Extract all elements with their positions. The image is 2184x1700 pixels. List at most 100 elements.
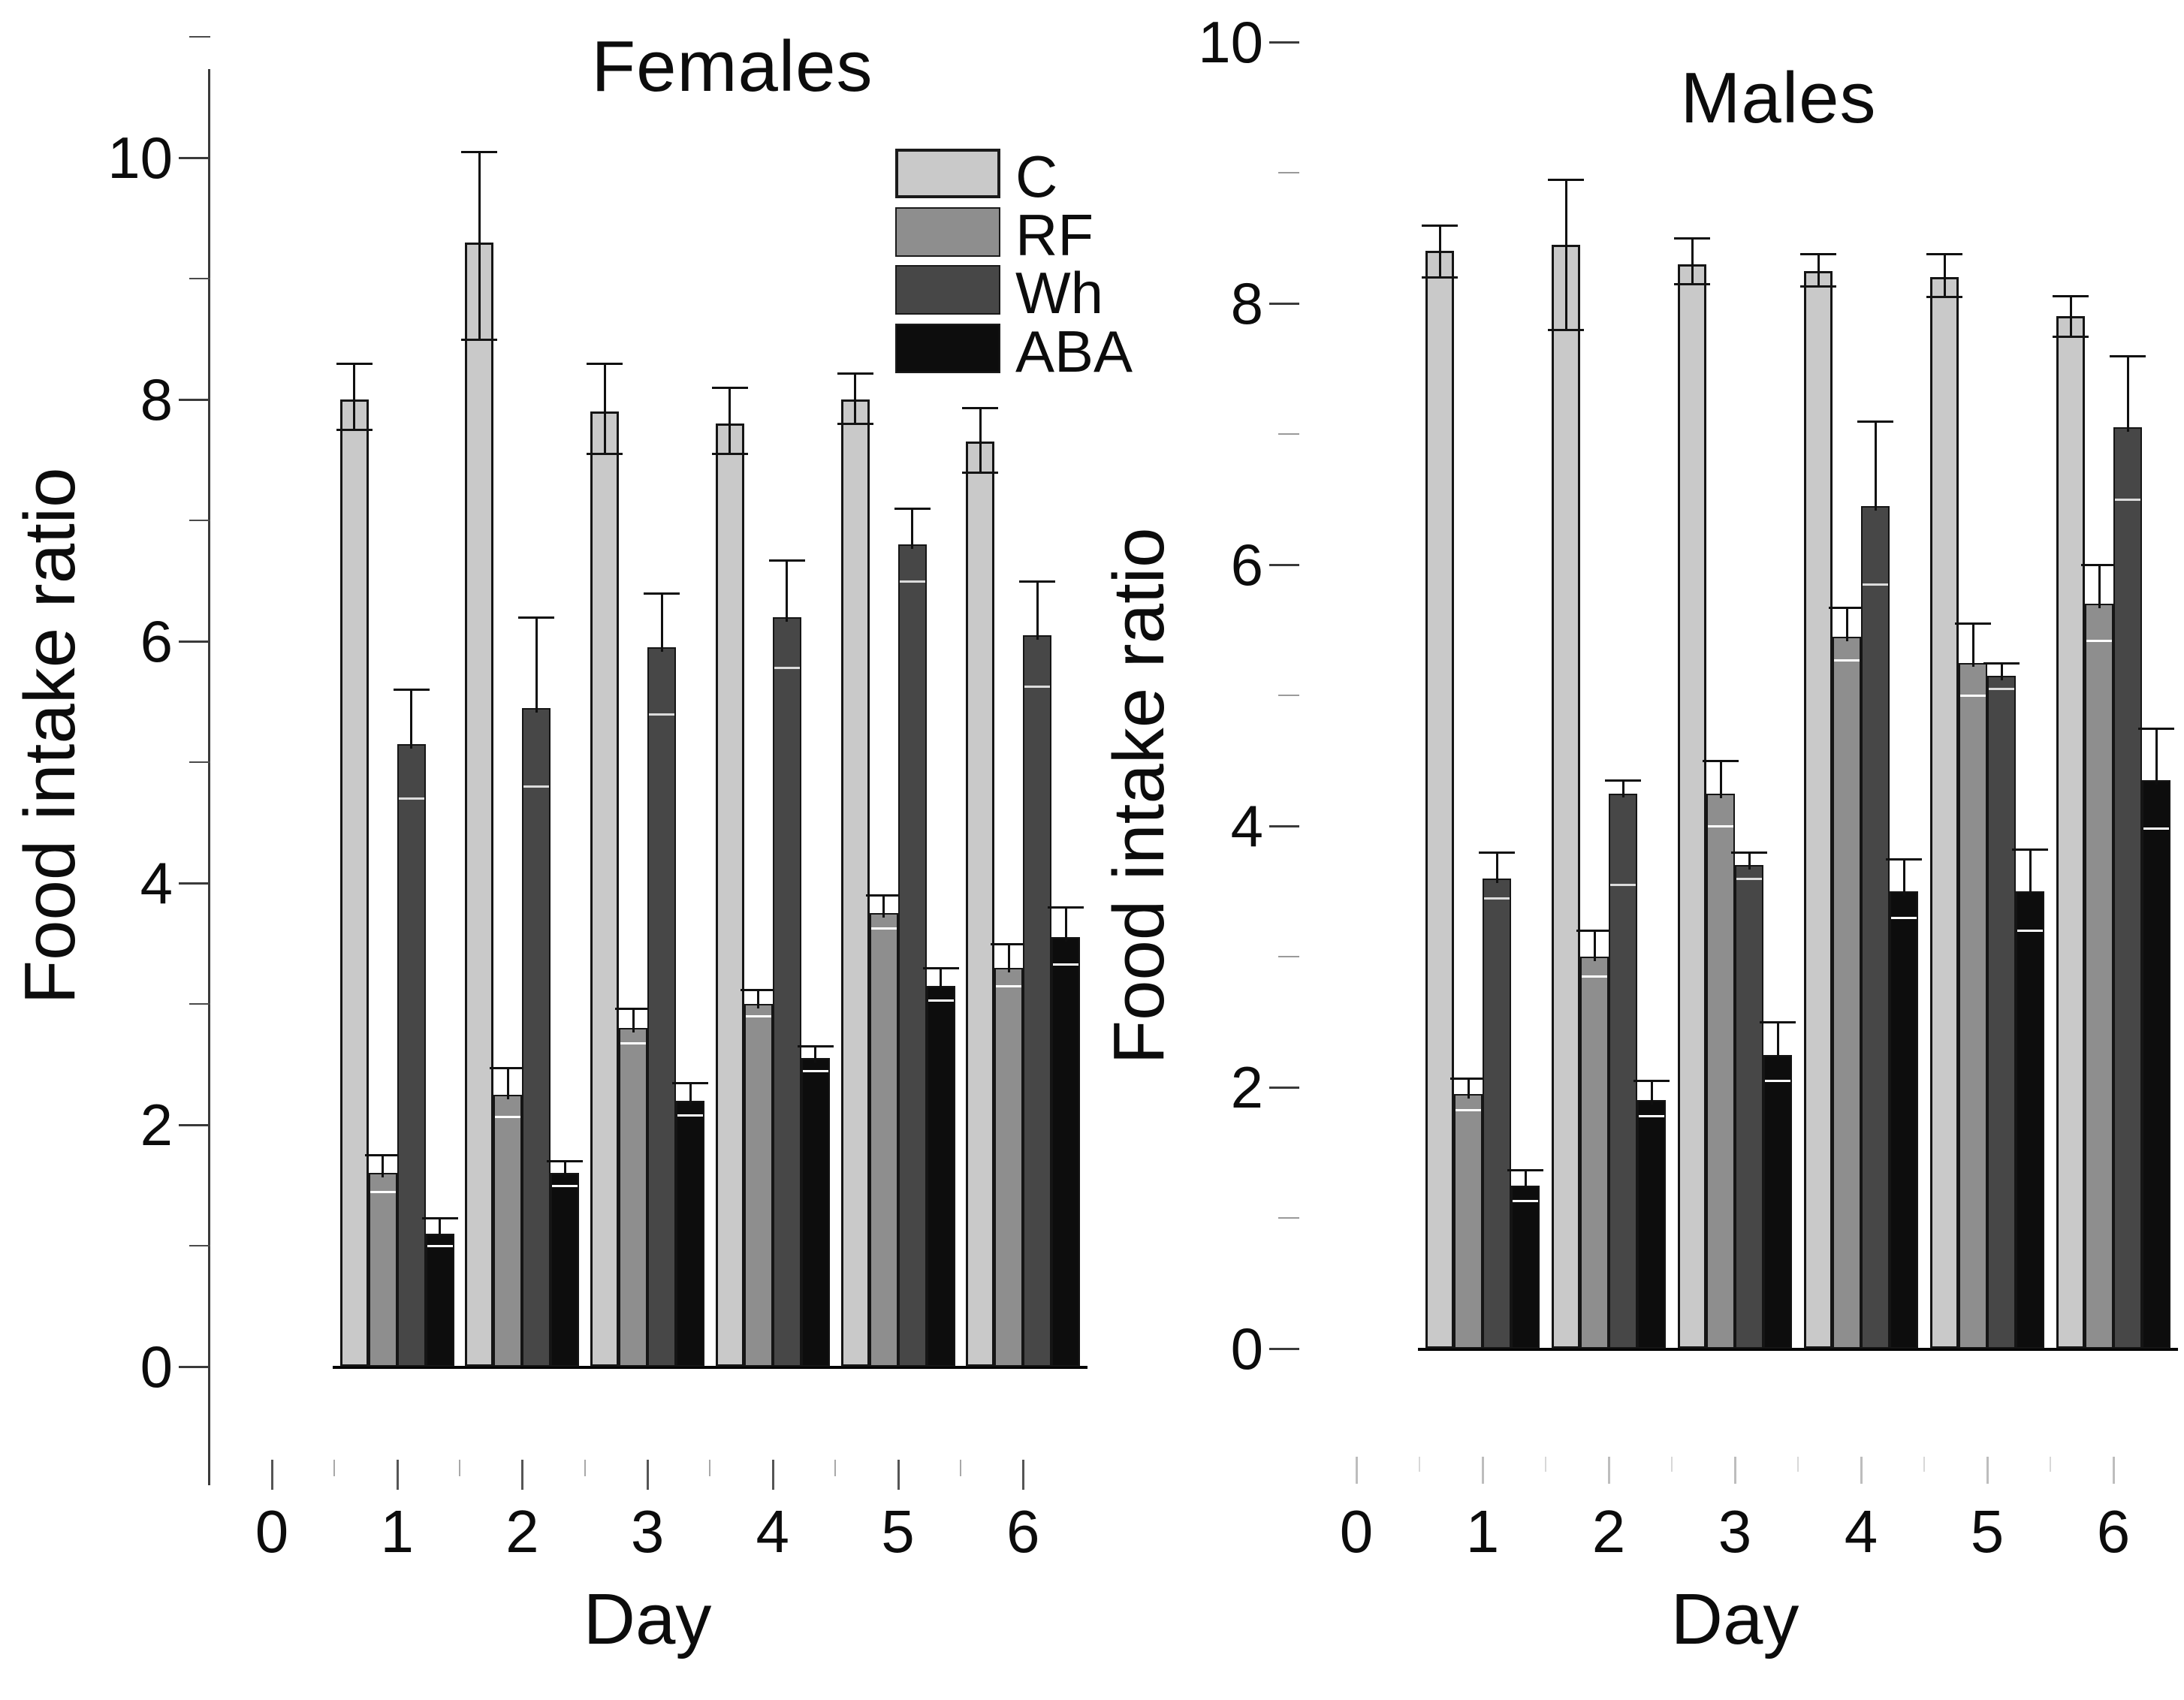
error-bar-cap-top — [1760, 1021, 1796, 1023]
y-tick-label: 10 — [1198, 9, 1263, 75]
x-tick — [1482, 1457, 1484, 1484]
x-minor-tick — [333, 1460, 336, 1476]
error-bar-cap-bottom — [495, 1115, 521, 1118]
x-minor-tick — [1419, 1457, 1420, 1472]
error-bar-line — [2000, 662, 2003, 680]
y-minor-tick — [189, 520, 210, 521]
error-bar-line — [1495, 852, 1498, 883]
y-tick — [179, 399, 210, 401]
bar-wh-day2 — [1609, 793, 1637, 1349]
y-tick — [1269, 825, 1299, 827]
y-tick-label: 6 — [140, 608, 173, 674]
x-axis-label-males: Day — [1670, 1579, 1799, 1659]
y-tick — [179, 882, 210, 885]
error-bar-cap-top — [2110, 354, 2146, 357]
error-bar-line — [1691, 238, 1694, 284]
error-bar-line — [1467, 1078, 1470, 1099]
bar-wh-day3 — [647, 647, 677, 1367]
bar-c-day6 — [966, 442, 995, 1367]
legend-swatch-rf — [895, 207, 1000, 257]
error-bar-cap-bottom — [2086, 639, 2112, 642]
group-baseline — [1418, 1348, 1547, 1351]
bar-rf-day1 — [368, 1173, 397, 1367]
error-bar-line — [1593, 930, 1596, 961]
error-bar-cap-top — [894, 507, 931, 510]
bar-c-day6 — [2056, 316, 2085, 1349]
error-bar-cap-bottom — [427, 1245, 453, 1247]
y-minor-tick — [1278, 1217, 1299, 1219]
y-tick-label: 2 — [1230, 1054, 1263, 1120]
x-axis-label-females: Day — [583, 1579, 712, 1659]
x-tick-label: 6 — [2096, 1498, 2131, 1565]
error-bar-line — [757, 989, 760, 1008]
bar-aba-day2 — [1637, 1100, 1666, 1349]
x-tick-label: 4 — [1844, 1498, 1878, 1565]
error-bar-line — [2069, 295, 2072, 336]
error-bar-cap-bottom — [1610, 884, 1636, 887]
error-bar-cap-top — [1886, 858, 1922, 861]
error-bar-cap-bottom — [1582, 975, 1607, 978]
x-minor-tick — [1923, 1457, 1925, 1472]
group-baseline — [1670, 1348, 1799, 1351]
bar-rf-day3 — [619, 1028, 648, 1367]
error-bar-cap-bottom — [2143, 827, 2169, 830]
bar-aba-day5 — [2016, 891, 2044, 1349]
error-bar-cap-bottom — [837, 423, 873, 426]
x-tick — [1356, 1457, 1358, 1484]
legend-label-aba: ABA — [1015, 318, 1133, 384]
y-minor-tick — [1278, 433, 1299, 435]
x-tick — [1860, 1457, 1863, 1484]
x-tick-label: 0 — [255, 1498, 289, 1565]
error-bar-line — [1524, 1169, 1527, 1190]
y-minor-tick — [189, 278, 210, 279]
error-bar-cap-top — [1450, 1077, 1486, 1080]
bar-rf-day2 — [1580, 957, 1609, 1349]
x-minor-tick — [2050, 1457, 2051, 1472]
y-tick — [1269, 1348, 1299, 1350]
error-bar-cap-bottom — [774, 667, 800, 670]
bar-c-day4 — [1804, 270, 1833, 1349]
group-baseline — [833, 1366, 963, 1369]
error-bar-cap-top — [518, 616, 555, 619]
x-minor-tick — [709, 1460, 711, 1476]
bar-aba-day4 — [801, 1058, 830, 1367]
error-bar-cap-bottom — [2053, 335, 2089, 338]
error-bar-line — [2155, 728, 2158, 785]
error-bar-cap-top — [2081, 564, 2117, 566]
y-minor-tick — [189, 36, 210, 38]
bar-wh-day4 — [1861, 505, 1890, 1349]
x-tick-label: 2 — [1591, 1498, 1626, 1565]
y-tick-label: 10 — [107, 125, 173, 191]
bar-wh-day4 — [772, 616, 801, 1367]
error-bar-line — [603, 363, 606, 454]
legend-label-c: C — [1015, 143, 1058, 209]
error-bar-line — [1438, 225, 1441, 278]
x-tick — [1608, 1457, 1610, 1484]
bar-c-day5 — [840, 399, 870, 1367]
error-bar-cap-bottom — [2017, 930, 2043, 933]
bar-rf-day2 — [493, 1094, 523, 1367]
error-bar-line — [1007, 943, 1010, 972]
bar-c-day3 — [590, 411, 620, 1367]
error-bar-line — [1874, 420, 1877, 511]
error-bar-cap-bottom — [1863, 583, 1888, 586]
bar-c-day2 — [465, 242, 494, 1367]
error-bar-cap-bottom — [336, 429, 373, 432]
error-bar-line — [940, 967, 942, 990]
y-tick-label: 8 — [140, 366, 173, 433]
x-tick — [897, 1460, 900, 1490]
error-bar-cap-bottom — [677, 1114, 704, 1117]
x-minor-tick — [584, 1460, 586, 1476]
error-bar-cap-top — [1926, 252, 1962, 255]
error-bar-cap-top — [672, 1081, 709, 1084]
group-baseline — [332, 1366, 462, 1369]
error-bar-line — [2098, 565, 2101, 609]
bar-aba-day4 — [1890, 891, 1918, 1349]
error-bar-cap-top — [1479, 851, 1515, 854]
bar-aba-day1 — [425, 1233, 454, 1367]
group-baseline — [457, 1366, 587, 1369]
error-bar-cap-bottom — [1053, 963, 1079, 966]
x-tick — [2113, 1457, 2115, 1484]
bar-wh-day3 — [1735, 865, 1763, 1349]
y-tick-label: 0 — [140, 1334, 173, 1400]
